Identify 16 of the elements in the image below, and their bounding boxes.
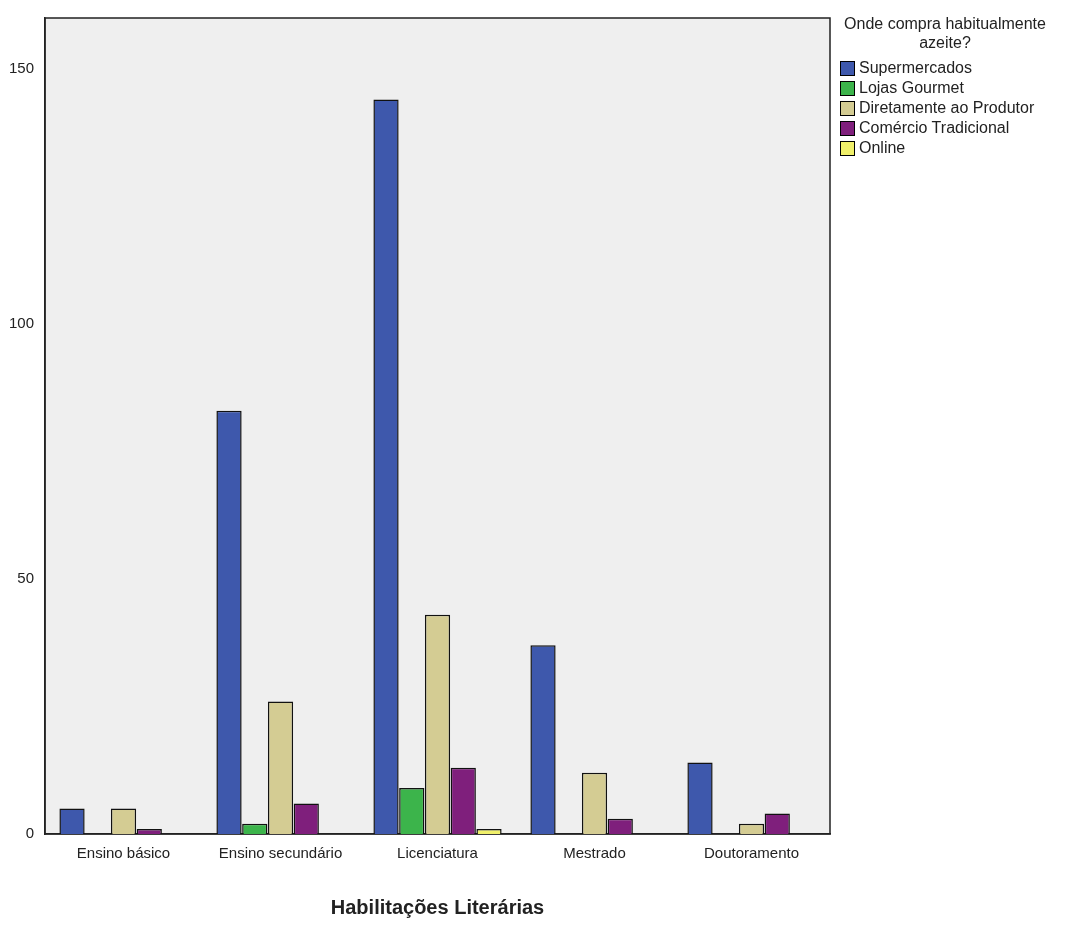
legend-title: Onde compra habitualmente azeite? <box>843 14 1047 52</box>
x-tick-label: Doutoramento <box>703 844 800 862</box>
legend-label: Supermercados <box>859 59 972 77</box>
x-tick-label: Mestrado <box>563 844 626 862</box>
legend-label: Online <box>859 139 906 157</box>
y-tick-label: 0 <box>25 824 35 842</box>
x-axis-title: Habilitações Literárias <box>330 895 545 918</box>
y-tick-label: 50 <box>17 569 35 587</box>
x-tick-label: Ensino básico <box>76 844 171 862</box>
legend-label: Comércio Tradicional <box>859 119 1010 137</box>
y-tick-label: 100 <box>9 314 35 332</box>
legend-label: Lojas Gourmet <box>859 79 964 97</box>
x-tick-label: Licenciatura <box>397 844 479 862</box>
x-tick-label: Ensino secundário <box>218 844 343 862</box>
legend-label: Diretamente ao Produtor <box>859 99 1035 117</box>
y-tick-label: 150 <box>9 59 35 77</box>
